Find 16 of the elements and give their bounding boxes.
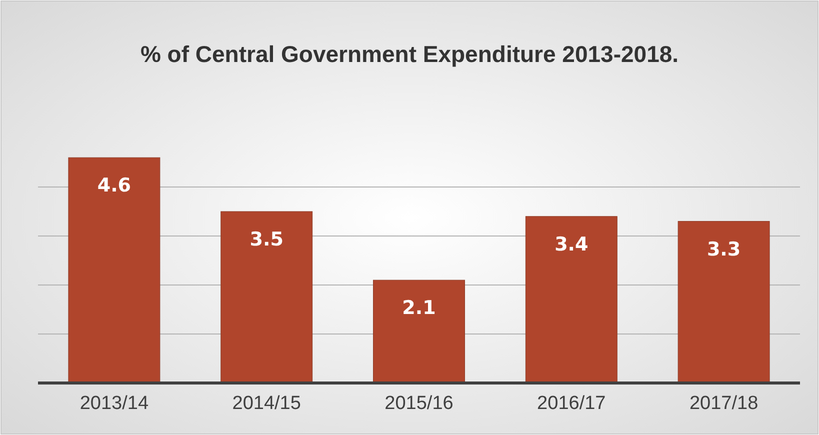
bar xyxy=(373,280,465,384)
bar xyxy=(220,211,313,384)
data-label: 3.3 xyxy=(706,238,741,260)
x-tick-label: 2014/15 xyxy=(232,392,301,414)
x-tick-label: 2016/17 xyxy=(537,392,606,414)
chart-title: % of Central Government Expenditure 2013-2018. xyxy=(140,41,679,67)
x-tick-label: 2017/18 xyxy=(689,392,758,414)
data-label: 2.1 xyxy=(402,297,436,320)
data-label: 3.5 xyxy=(250,228,284,250)
data-label: 3.4 xyxy=(554,233,588,256)
bar xyxy=(678,221,770,384)
bar xyxy=(525,216,618,384)
data-label: 4.6 xyxy=(97,174,132,197)
bar xyxy=(68,157,160,384)
x-tick-label: 2013/14 xyxy=(80,392,149,414)
x-tick-label: 2015/16 xyxy=(384,392,454,414)
